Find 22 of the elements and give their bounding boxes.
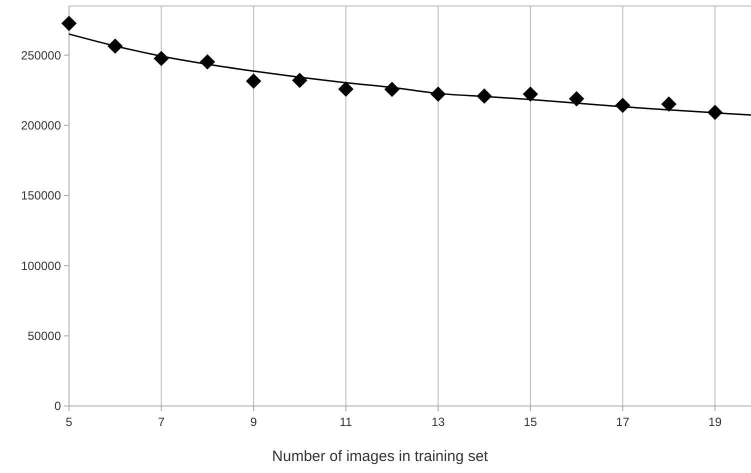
point [522,86,538,102]
y-tick-label: 100000 [20,258,62,273]
x-tick-label: 17 [616,415,630,429]
x-tick-label: 9 [250,415,258,429]
y-tick-label: 200000 [20,118,62,132]
x-tick-label: 5 [66,415,73,429]
point [338,81,354,97]
point [246,73,262,89]
x-tick-label: 7 [158,415,165,429]
x-tick-label: 11 [340,415,352,429]
x-tick-label: 15 [524,415,538,429]
y-tick-label: 50000 [28,329,62,344]
x-tick-label: 19 [708,415,722,429]
y-tick-label: 150000 [20,188,62,203]
y-tick-label: 250000 [20,48,62,62]
x-axis-title: Number of images in training set [272,448,489,465]
point [61,16,77,32]
y-tick-label: 0 [54,399,62,414]
point [661,96,677,112]
x-tick-label: 13 [431,415,446,429]
point [568,91,584,106]
point [292,72,308,88]
